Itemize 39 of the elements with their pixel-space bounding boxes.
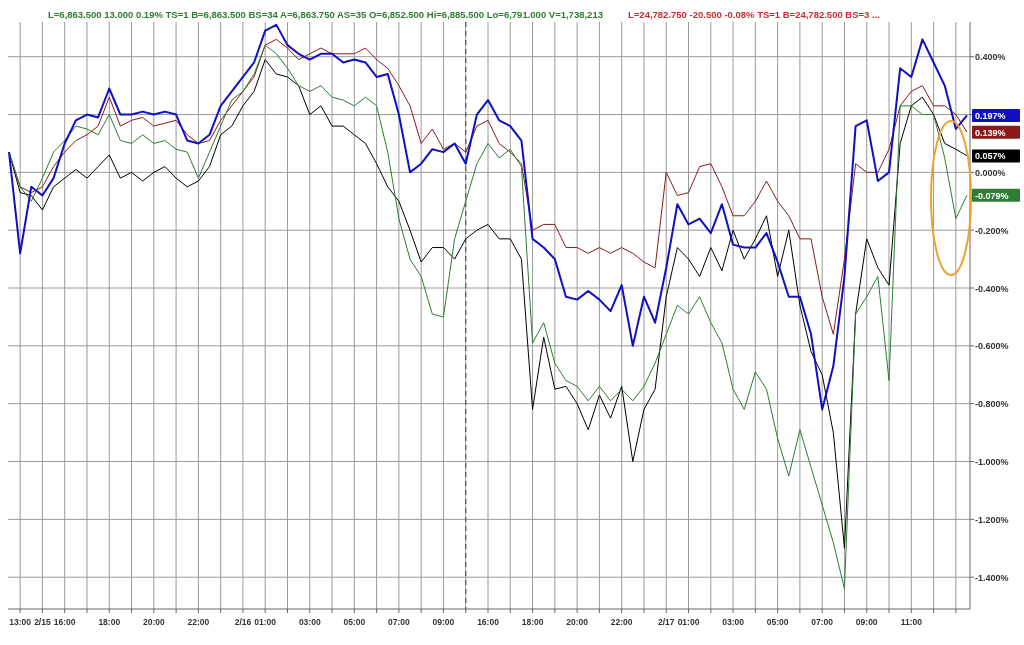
x-tick-label: 18:00 [98,617,121,627]
text: 0.139% [975,127,1006,138]
y-tick-label: -0.600% [975,341,1009,352]
y-tick-label: 0.000% [975,167,1006,178]
y-tick-label: -1.400% [975,572,1009,583]
x-tick-label: 20:00 [142,617,165,627]
x-tick-label: 05:00 [766,617,789,627]
x-tick-label: 20:00 [566,617,589,627]
x-tick-label: 09:00 [855,617,878,627]
line-series [8,23,968,411]
y-tick-label: -0.200% [975,225,1009,236]
text: L=24,782.750 -20.500 -0.08% TS=1 B=24,782.500 BS=3 ... [628,9,880,20]
y-tick-label: -1.200% [975,514,1009,525]
x-tick-label: 16:00 [477,617,500,627]
text: L=6,863.500 13.000 0.19% TS=1 B=6,863.500 BS=34 A=6,863.750 AS=35 O=6,852.500 Hi=6,885.500 Lo=6,791.000 V=1,738,213 [48,9,603,20]
x-tick-label: 22:00 [187,617,210,627]
x-tick-label: 16:00 [53,617,76,627]
x-tick-label: 07:00 [388,617,411,627]
x-tick-label: 09:00 [432,617,455,627]
x-tick-label: 2/17 [657,617,675,627]
x-tick-label: 2/16 [234,617,252,627]
x-tick-label: 01:00 [254,617,277,627]
y-tick-label: -0.400% [975,283,1009,294]
x-tick-label: 2/15 [34,617,51,627]
x-tick-label: 05:00 [343,617,366,627]
x-tick-label: 03:00 [298,617,321,627]
x-tick-label: 11:00 [900,617,923,627]
y-tick-label: 0.400% [975,52,1006,63]
x-tick-label: 03:00 [722,617,745,627]
y-tick-label: -1.000% [975,457,1009,468]
x-tick-label: 07:00 [811,617,834,627]
x-tick-label: 22:00 [610,617,633,627]
text: -0.079% [975,190,1009,201]
x-tick-label: 13:00 [9,617,32,627]
x-tick-label: 18:00 [521,617,544,627]
x-tick-label: 01:00 [677,617,700,627]
text: 0.057% [975,151,1006,162]
y-tick-label: -0.800% [975,399,1009,410]
text: 0.197% [975,110,1006,121]
